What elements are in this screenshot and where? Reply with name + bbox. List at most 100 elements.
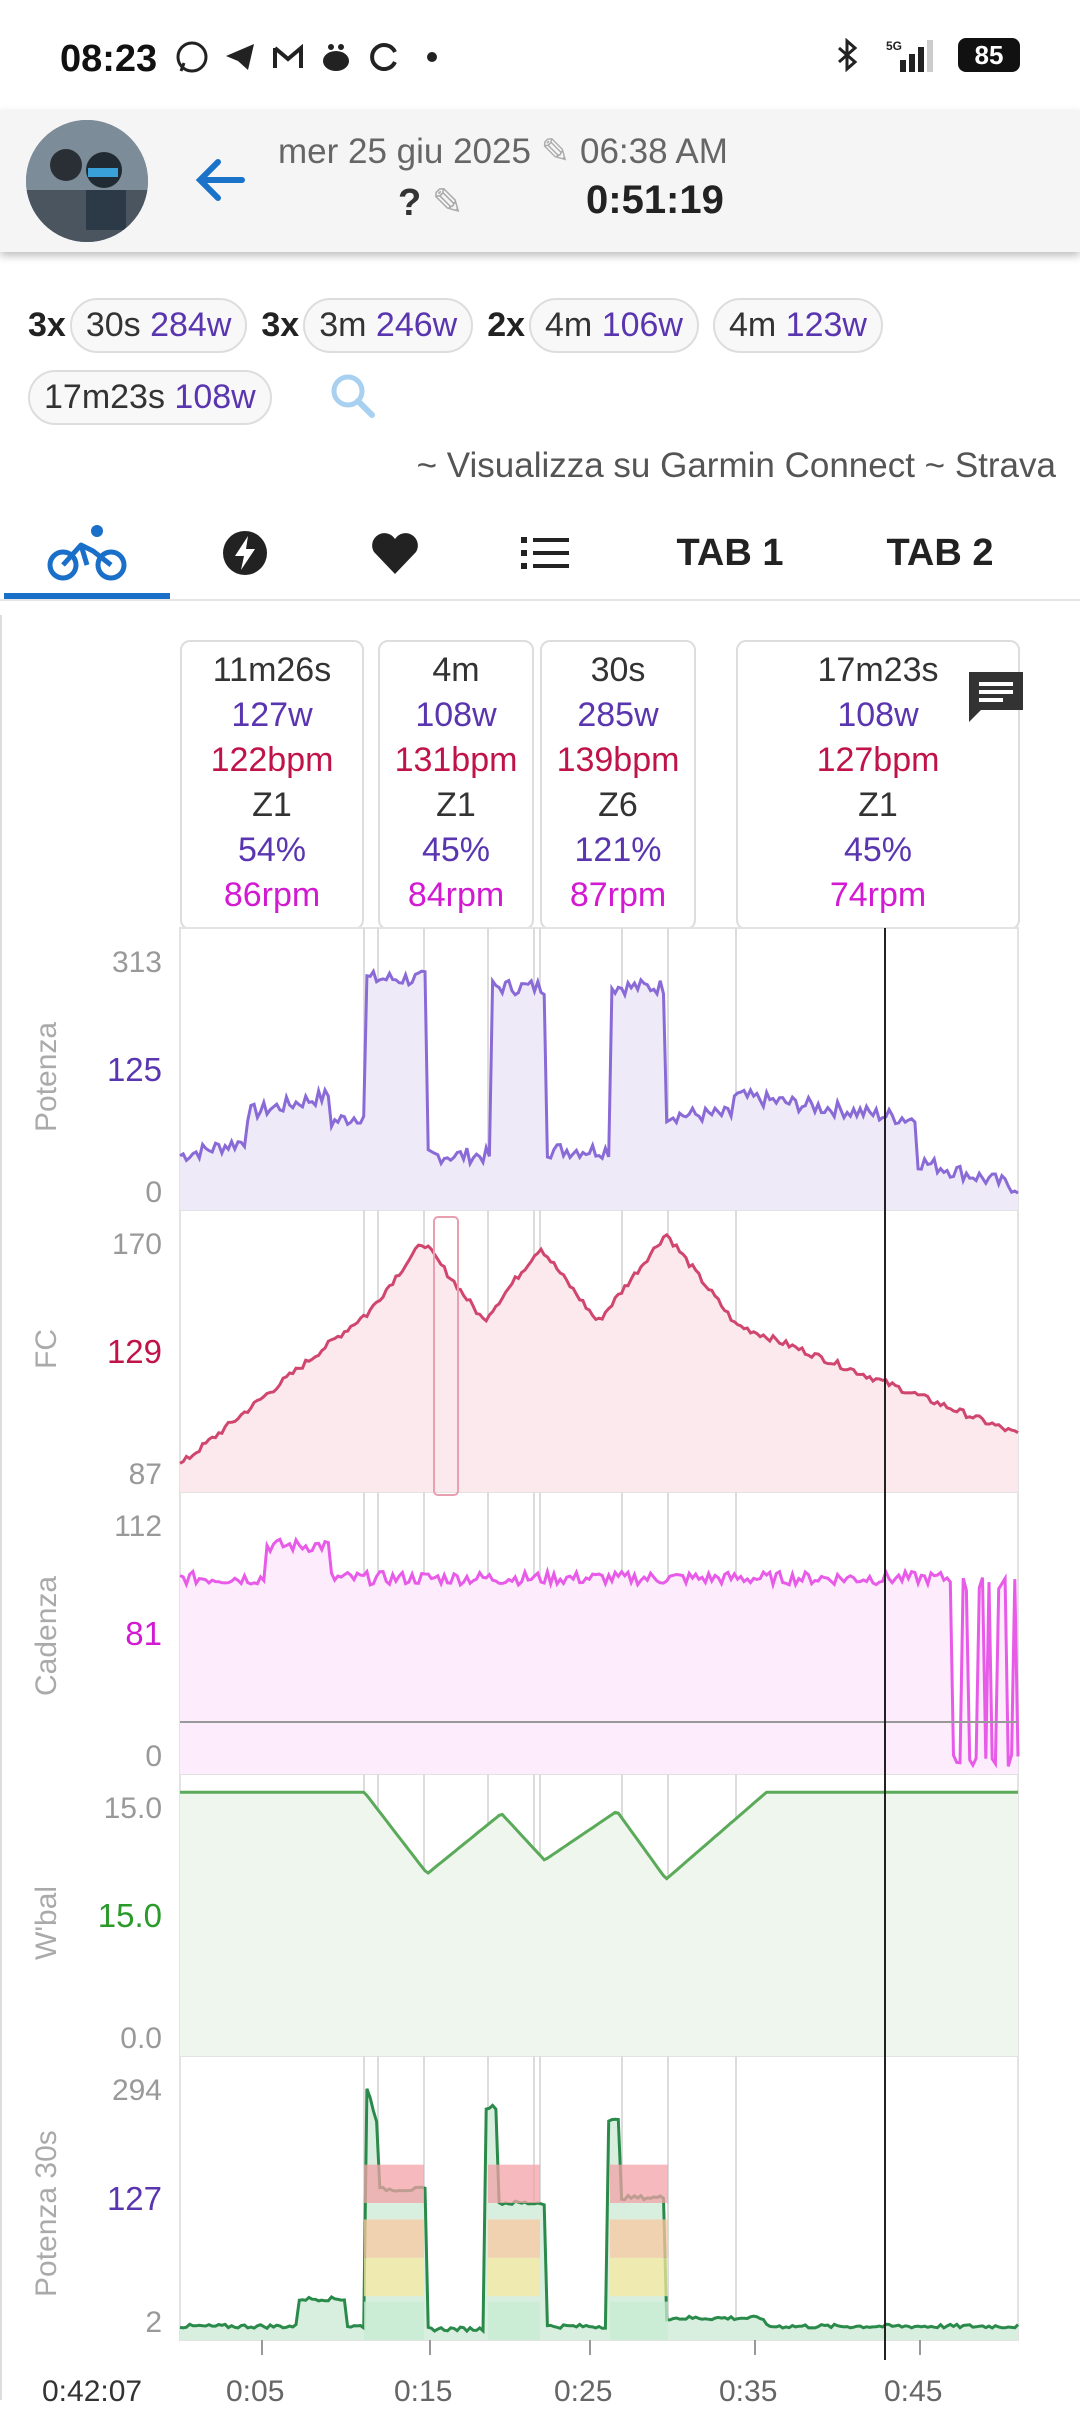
external-links[interactable]: ~ Visualizza su Garmin Connect ~ Strava (417, 446, 1056, 486)
axis-min-label: 0 (82, 1740, 162, 1774)
interval-chip[interactable]: 4m 123w (713, 298, 883, 353)
x-tick-label: 0:45 (884, 2375, 942, 2409)
tab-list[interactable] (470, 505, 620, 601)
zone-band (610, 2165, 668, 2203)
chart-panel-4 (180, 2056, 1018, 2340)
interval-group[interactable]: 3x 30s 284w (28, 298, 247, 353)
status-time: 08:23 (60, 38, 157, 81)
zone-band (488, 2302, 540, 2340)
interval-duration: 4m (545, 306, 592, 344)
telegram-icon (223, 40, 257, 74)
zone-band (488, 2258, 540, 2296)
cursor-time-label: 0:42:07 (42, 2375, 142, 2409)
gmail-icon (271, 40, 305, 74)
date-text: mer 25 giu 2025 (278, 132, 531, 171)
tab-heart[interactable] (320, 505, 470, 601)
interval-watts: 246w (376, 306, 457, 344)
chart-name-label: W'bal (30, 1886, 64, 1960)
interval-chip[interactable]: 4m 106w (529, 298, 699, 353)
network-label: 5G (886, 39, 902, 53)
tab-ride[interactable] (4, 505, 170, 601)
dot-icon (415, 40, 449, 74)
lightning-icon (221, 529, 269, 577)
interval-group[interactable]: 3x 3m 246w (261, 298, 473, 353)
status-bar: 08:23 5G 85 (0, 0, 1080, 110)
zone-band (488, 2219, 540, 2257)
whatsapp-icon (175, 40, 209, 74)
axis-mid-label: 125 (82, 1051, 162, 1089)
chart-name-label: Potenza (30, 1022, 64, 1132)
activity-title[interactable]: ? ✎ (398, 180, 464, 225)
axis-max-label: 294 (82, 2074, 162, 2108)
interval-watts: 123w (786, 306, 867, 344)
interval-duration: 30s (86, 306, 141, 344)
interval-duration: 4m (729, 306, 776, 344)
activity-start-time: 06:38 AM (580, 132, 728, 172)
chart-name-label: Cadenza (30, 1576, 64, 1696)
interval-watts: 106w (602, 306, 683, 344)
interval-chip[interactable]: 3m 246w (303, 298, 473, 353)
tab-bar: TAB 1 TAB 2 (0, 505, 1080, 601)
zone-band (610, 2302, 668, 2340)
interval-duration: 17m23s (44, 378, 165, 416)
interval-watts: 108w (174, 378, 255, 416)
zone-band (364, 2302, 424, 2340)
zone-band (488, 2165, 540, 2203)
activity-date[interactable]: mer 25 giu 2025 ✎ (278, 132, 570, 172)
back-button[interactable] (190, 150, 250, 210)
zone-band (610, 2219, 668, 2257)
active-tab-indicator (4, 593, 170, 599)
axis-mid-label: 81 (82, 1615, 162, 1653)
chart-name-label: FC (30, 1329, 64, 1369)
chart-name-label: Potenza 30s (30, 2130, 64, 2297)
tab-2[interactable]: TAB 2 (840, 505, 1040, 601)
tab-1[interactable]: TAB 1 (620, 505, 840, 601)
activity-header: mer 25 giu 2025 ✎ 06:38 AM ? ✎ 0:51:19 (0, 110, 1080, 252)
axis-mid-label: 15.0 (82, 1897, 162, 1935)
interval-group[interactable]: 4m 123w (713, 298, 883, 353)
edit-title-icon[interactable]: ✎ (421, 182, 463, 224)
bike-icon (47, 523, 127, 583)
system-icons: 5G 85 (830, 38, 1020, 72)
arrow-left-icon (190, 150, 250, 210)
interval-group[interactable]: 2x 4m 106w (487, 298, 699, 353)
notification-icons (175, 40, 449, 74)
axis-max-label: 313 (82, 946, 162, 980)
heart-icon (370, 530, 420, 576)
axis-min-label: 2 (82, 2306, 162, 2340)
x-tick-label: 0:35 (719, 2375, 777, 2409)
signal-icon: 5G (886, 38, 936, 72)
x-tick-label: 0:05 (226, 2375, 284, 2409)
interval-count: 2x (487, 306, 525, 345)
axis-min-label: 0.0 (82, 2022, 162, 2056)
axis-min-label: 0 (82, 1176, 162, 1210)
activity-duration: 0:51:19 (586, 178, 724, 223)
interval-duration: 3m (319, 306, 366, 344)
interval-chip[interactable]: 30s 284w (70, 298, 248, 353)
activity-charts[interactable] (0, 615, 1080, 2400)
interval-chip[interactable]: 17m23s 108w (28, 370, 272, 425)
interval-group[interactable]: 17m23s 108w (28, 370, 272, 425)
sync-icon (367, 40, 401, 74)
zone-band (364, 2258, 424, 2296)
interval-summary: 3x 30s 284w 3x 3m 246w 2x 4m 106w 4m 123w 1… (28, 298, 1068, 442)
axis-mid-label: 129 (82, 1333, 162, 1371)
interval-count: 3x (28, 306, 66, 345)
axis-min-label: 87 (82, 1458, 162, 1492)
title-text: ? (398, 182, 421, 224)
zone-band (364, 2165, 424, 2203)
list-icon (521, 533, 569, 573)
axis-max-label: 15.0 (82, 1792, 162, 1826)
bluetooth-icon (830, 38, 864, 72)
x-tick-label: 0:15 (394, 2375, 452, 2409)
x-tick-label: 0:25 (554, 2375, 612, 2409)
search-icon[interactable] (326, 369, 378, 426)
app-icon (319, 40, 353, 74)
zone-band (364, 2219, 424, 2257)
edit-date-icon[interactable]: ✎ (541, 132, 570, 171)
interval-count: 3x (261, 306, 299, 345)
tab-power[interactable] (170, 505, 320, 601)
axis-max-label: 112 (82, 1510, 162, 1544)
avatar[interactable] (26, 120, 148, 242)
zone-band (610, 2258, 668, 2296)
